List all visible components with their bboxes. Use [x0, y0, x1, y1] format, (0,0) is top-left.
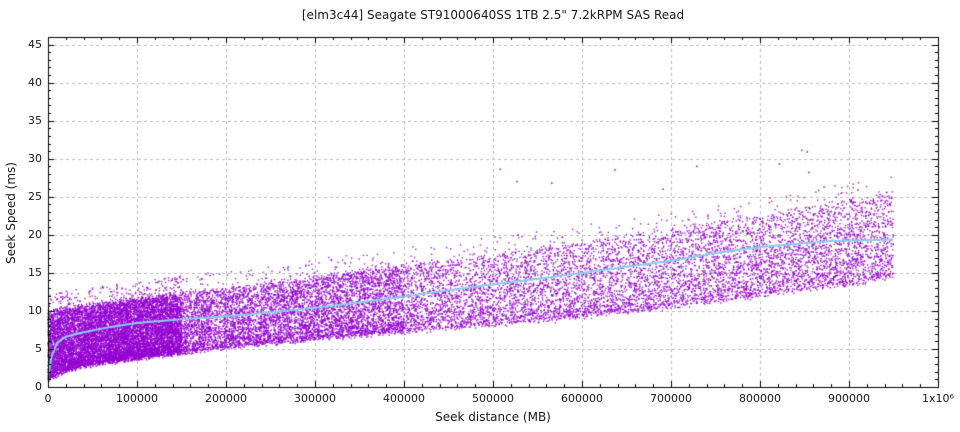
- y-tick-label: 45: [28, 37, 42, 51]
- x-tick-label: 300000: [294, 392, 336, 405]
- y-tick-label: 15: [28, 265, 42, 279]
- x-tick-label: 100000: [116, 392, 158, 405]
- x-tick-label: 900000: [828, 392, 870, 405]
- y-tick-label: 40: [28, 75, 42, 89]
- x-tick-label: 1x10⁶: [922, 392, 954, 405]
- y-tick-label: 25: [28, 189, 42, 203]
- y-tick-label: 10: [28, 303, 42, 317]
- x-tick-label: 700000: [650, 392, 692, 405]
- x-tick-label: 800000: [739, 392, 781, 405]
- y-tick-label: 5: [35, 341, 42, 355]
- x-tick-label: 400000: [383, 392, 425, 405]
- y-tick-label: 0: [35, 380, 42, 393]
- x-tick-label: 200000: [205, 392, 247, 405]
- y-tick-label: 30: [28, 151, 42, 165]
- y-tick-label: 35: [28, 113, 42, 127]
- chart-title: [elm3c44] Seagate ST91000640SS 1TB 2.5" …: [301, 8, 685, 22]
- x-axis-label: Seek distance (MB): [435, 410, 551, 424]
- y-axis-label: Seek Speed (ms): [4, 162, 18, 264]
- x-tick-label: 0: [44, 392, 52, 405]
- x-tick-label: 600000: [561, 392, 603, 405]
- y-tick-label: 20: [28, 227, 42, 241]
- x-tick-label: 500000: [472, 392, 514, 405]
